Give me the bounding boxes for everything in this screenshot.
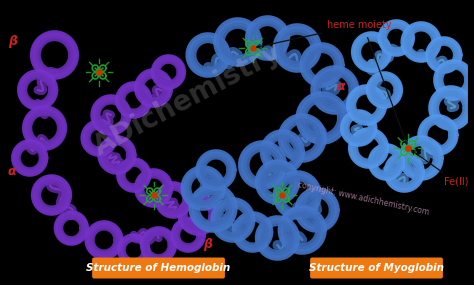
Text: Structure of Myoglobin: Structure of Myoglobin: [309, 263, 444, 273]
Text: α: α: [8, 165, 17, 178]
Text: β: β: [8, 35, 17, 48]
Text: ADichemistry: ADichemistry: [89, 38, 287, 161]
FancyBboxPatch shape: [92, 258, 225, 278]
Text: Structure of Hemoglobin: Structure of Hemoglobin: [86, 263, 231, 273]
FancyBboxPatch shape: [310, 258, 443, 278]
Text: β: β: [203, 238, 212, 251]
Text: α: α: [337, 80, 346, 93]
Text: heme moiety: heme moiety: [257, 20, 392, 48]
Text: Fe(II): Fe(II): [411, 150, 468, 187]
Text: copyright: www.adichhemistry.com: copyright: www.adichhemistry.com: [297, 180, 430, 217]
